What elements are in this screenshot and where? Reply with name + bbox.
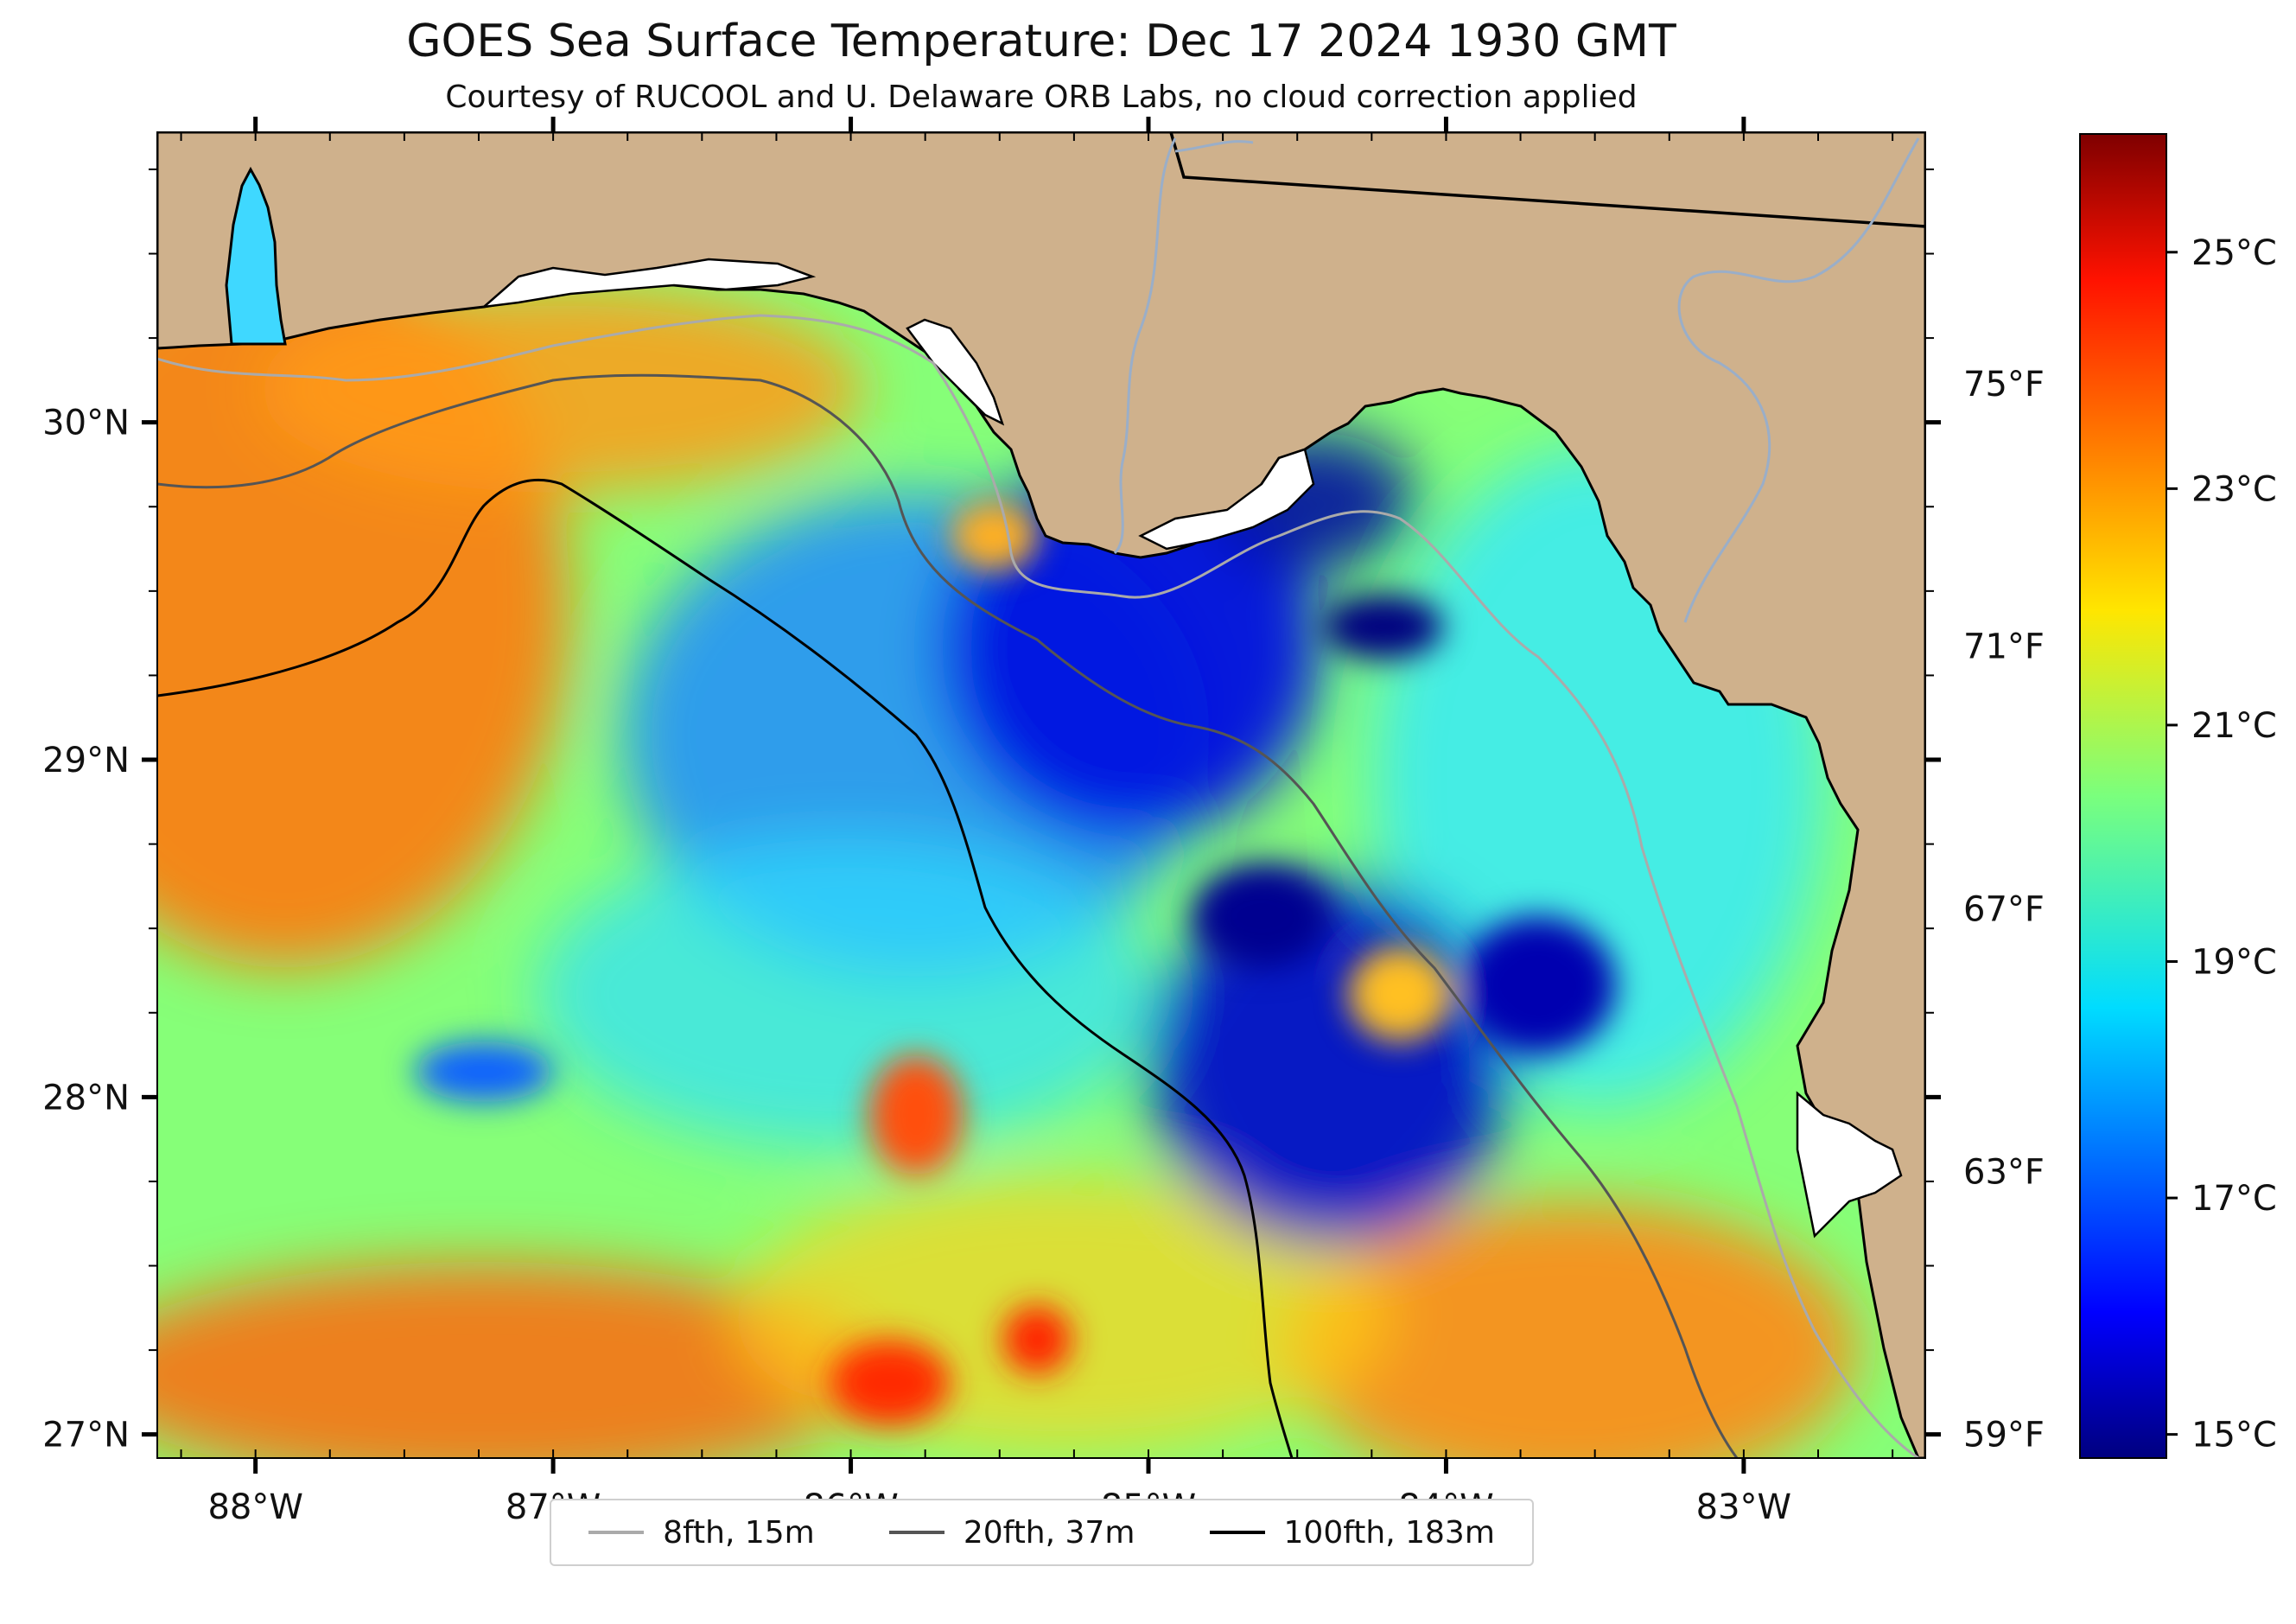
fahrenheit-tick-label: 75°F	[1963, 365, 2045, 404]
cold-patch-2	[1460, 916, 1616, 1054]
rivers	[1113, 137, 1920, 623]
fahrenheit-tick-label: 67°F	[1963, 890, 2045, 930]
isobath-8fth	[157, 314, 1919, 1458]
cool-patch-west	[415, 1041, 553, 1102]
colorbar-tick-label: 15°C	[2191, 1416, 2277, 1455]
colorbar-ticks: 15°C 17°C 19°C 21°C 23°C 25°C	[2166, 233, 2277, 1455]
fahrenheit-tick-label: 59°F	[1963, 1416, 2045, 1455]
legend: 8fth, 15m 20fth, 37m 100fth, 183m	[550, 1499, 1534, 1566]
colorbar-tick-label: 21°C	[2191, 706, 2277, 746]
hot-patch-2	[1002, 1305, 1072, 1374]
warm-patch-1	[868, 1054, 964, 1175]
hot-patch-1	[830, 1340, 951, 1426]
legend-swatch-8fth	[588, 1531, 645, 1534]
colorbar	[2079, 133, 2167, 1459]
fahrenheit-tick-label: 63°F	[1963, 1153, 2045, 1193]
warm-water-southwest	[157, 1262, 881, 1458]
isobath-100fth	[157, 478, 1294, 1458]
colorbar-tick-label: 17°C	[2191, 1179, 2277, 1219]
colorbar-tick-label: 19°C	[2191, 943, 2277, 983]
fahrenheit-tick-label: 71°F	[1963, 627, 2045, 667]
coastal-bays-white	[480, 258, 817, 309]
lat-tick-label: 27°N	[42, 1416, 130, 1455]
legend-label-100fth: 100fth, 183m	[1283, 1514, 1495, 1551]
apalachee-bay-white	[1138, 448, 1315, 551]
lat-tick-label: 29°N	[42, 741, 130, 780]
warm-water-northwest	[259, 285, 864, 493]
tampa-bay-white	[1796, 1091, 1903, 1239]
cyan-water-center	[536, 838, 1158, 1150]
warm-patch-2	[1348, 946, 1452, 1041]
cold-patch-3	[1193, 864, 1331, 968]
colorbar-tick-label: 25°C	[2191, 233, 2277, 273]
lon-tick-label: 88°W	[207, 1487, 302, 1527]
legend-item-8fth: 8fth, 15m	[588, 1515, 815, 1551]
legend-swatch-100fth	[1209, 1531, 1265, 1534]
map-frame	[156, 131, 1926, 1459]
warm-patch-3	[951, 501, 1037, 570]
chart-title: GOES Sea Surface Temperature: Dec 17 202…	[406, 16, 1676, 67]
legend-swatch-20fth	[888, 1531, 944, 1534]
chart-subtitle: Courtesy of RUCOOL and U. Delaware ORB L…	[445, 80, 1638, 115]
legend-item-100fth: 100fth, 183m	[1209, 1514, 1495, 1551]
legend-label-20fth: 20fth, 37m	[963, 1514, 1135, 1551]
state-border	[1169, 132, 1925, 228]
st-joseph-bay-white	[906, 318, 1005, 426]
legend-item-20fth: 20fth, 37m	[888, 1514, 1135, 1551]
legend-label-8fth: 8fth, 15m	[663, 1514, 815, 1551]
lon-tick-label: 83°W	[1696, 1487, 1791, 1527]
cold-patch-1	[1322, 594, 1443, 659]
lat-tick-label: 30°N	[42, 404, 130, 443]
lat-tick-label: 28°N	[42, 1078, 130, 1118]
warm-water-southeast	[1288, 1201, 1858, 1458]
isobath-20fth	[157, 373, 1739, 1458]
cold-water-apalachee	[942, 458, 1322, 838]
colorbar-tick-label: 23°C	[2191, 469, 2277, 509]
mobile-bay	[225, 166, 287, 346]
